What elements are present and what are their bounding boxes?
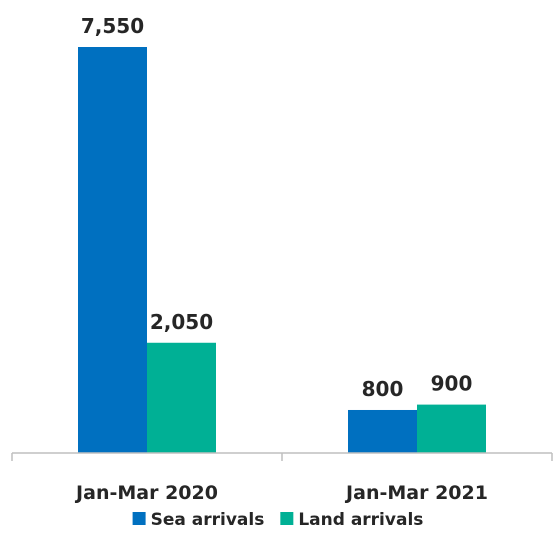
bar-sea-arrivals-1 [78, 47, 147, 453]
data-label: 800 [362, 377, 404, 401]
x-tick-label: Jan-Mar 2021 [344, 482, 488, 504]
data-label: 2,050 [150, 310, 213, 334]
legend-swatch-sea-arrivals [132, 512, 146, 525]
data-label: 7,550 [81, 14, 144, 38]
legend-swatch-land-arrivals [280, 512, 294, 525]
legend-label: Land arrivals [298, 510, 423, 530]
bar-land-arrivals-1 [147, 342, 216, 453]
bar-sea-arrivals-2 [348, 409, 417, 453]
legend-label: Sea arrivals [151, 510, 265, 530]
x-tick-label: Jan-Mar 2020 [74, 482, 218, 504]
data-label: 900 [431, 372, 473, 396]
bar-land-arrivals-2 [417, 404, 486, 453]
